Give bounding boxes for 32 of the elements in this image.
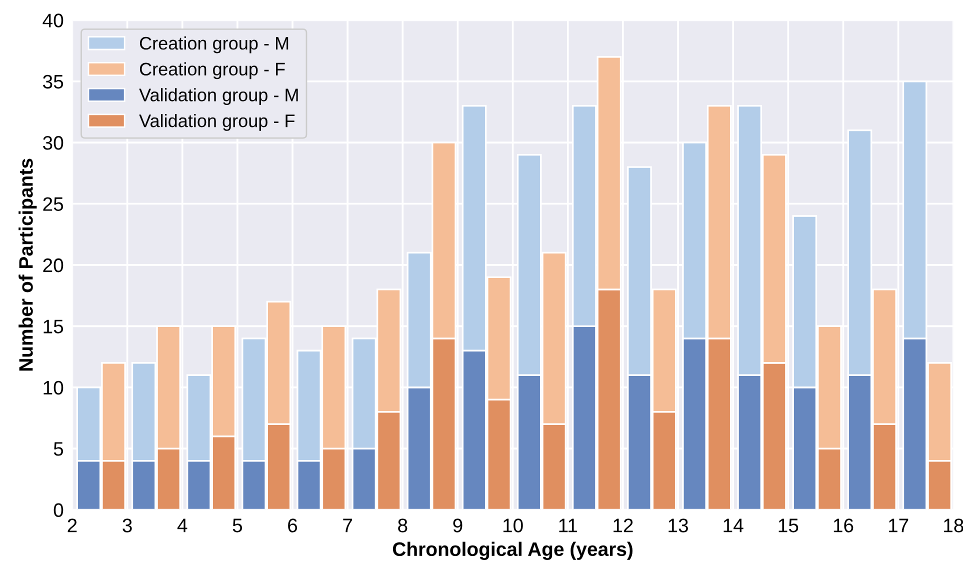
y-tick-label: 35 (43, 74, 64, 89)
legend-label: Validation group - F (139, 114, 295, 131)
y-tick-label: 30 (43, 136, 64, 150)
legend-label: Validation group - M (139, 88, 298, 105)
x-tick-label: 5 (232, 518, 242, 532)
x-tick-label: 3 (122, 518, 132, 532)
x-tick-label: 10 (503, 518, 523, 532)
y-tick-label: 5 (54, 442, 64, 456)
x-tick-label: 9 (453, 518, 462, 532)
y-tick-label: 40 (42, 14, 64, 28)
x-tick-label: 7 (343, 518, 352, 532)
x-axis-title: Chronological Age (years) (392, 542, 632, 560)
y-tick-label: 20 (43, 258, 64, 272)
legend-label: Creation group - F (140, 62, 285, 80)
x-tick-label: 15 (778, 518, 798, 532)
x-tick-label: 16 (834, 518, 854, 532)
x-tick-label: 14 (724, 518, 744, 532)
x-tick-label: 11 (559, 518, 578, 532)
legend-label: Creation group - M (140, 36, 288, 54)
y-axis-title: Number of Participants (18, 158, 37, 371)
y-tick-label: 25 (43, 197, 64, 211)
x-tick-label: 17 (888, 518, 908, 532)
x-tick-label: 4 (177, 518, 188, 532)
x-tick-label: 8 (398, 518, 408, 532)
x-tick-label: 12 (614, 518, 633, 532)
y-tick-label: 10 (44, 380, 64, 395)
y-tick-label: 15 (44, 320, 64, 334)
x-tick-label: 6 (288, 518, 298, 532)
y-tick-label: 0 (54, 503, 64, 517)
x-tick-label: 18 (944, 518, 963, 532)
x-tick-label: 13 (668, 518, 688, 532)
x-tick-label: 2 (68, 518, 77, 532)
